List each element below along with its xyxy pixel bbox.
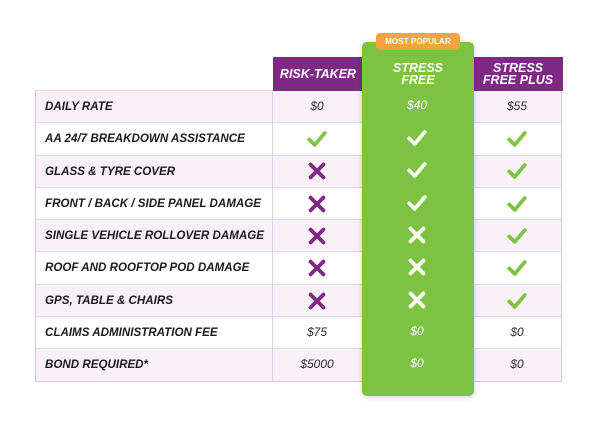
cell-icon <box>472 123 562 154</box>
cell-icon <box>472 220 562 251</box>
column-header-label: RISK-TAKER <box>279 67 357 81</box>
table-row: GPS, TABLE & CHAIRS <box>35 283 562 317</box>
cell-icon <box>365 122 469 153</box>
cross-icon <box>306 193 328 215</box>
column-header-label: FREE <box>401 73 435 87</box>
check-icon <box>406 127 428 149</box>
most-popular-badge: MOST POPULAR <box>376 33 460 50</box>
table-row: SINGLE VEHICLE ROLLOVER DAMAGE <box>35 219 562 252</box>
cell-value: $55 <box>506 99 528 113</box>
cross-icon <box>406 256 428 278</box>
cell-icon <box>272 123 362 154</box>
cell-icon <box>365 251 469 282</box>
cross-icon <box>306 257 328 279</box>
row-label: DAILY RATE <box>45 100 113 113</box>
check-icon <box>506 290 528 312</box>
highlight-row <box>35 219 562 251</box>
cell-icon <box>472 285 562 316</box>
cross-icon <box>406 224 428 246</box>
cell-value: $0 <box>310 99 324 113</box>
cell-icon <box>472 156 562 187</box>
check-icon <box>406 192 428 214</box>
cell-value: $0 <box>410 356 424 371</box>
cell-icon <box>472 252 562 283</box>
row-label: SINGLE VEHICLE ROLLOVER DAMAGE <box>45 229 265 243</box>
check-icon <box>506 128 528 150</box>
table-row: CLAIMS ADMINISTRATION FEE $75 $0 <box>35 316 562 348</box>
highlight-row <box>35 251 562 283</box>
cell-value: $0 <box>510 325 524 340</box>
check-icon <box>506 225 528 247</box>
check-icon <box>306 128 328 150</box>
cell-icon <box>272 220 362 251</box>
row-label: GPS, TABLE & CHAIRS <box>45 293 173 307</box>
table-body: DAILY RATE $0 $55 AA 24/7 BREAKDOWN ASSISTA… <box>35 90 562 381</box>
cross-icon <box>306 290 328 312</box>
check-icon <box>506 257 528 279</box>
highlight-cells: $40 $0 $0 <box>35 90 562 381</box>
column-header-label: STRESS <box>392 61 443 75</box>
cell-icon <box>272 156 362 187</box>
column-header-label: STRESS <box>492 61 543 75</box>
cross-icon <box>406 289 428 311</box>
highlight-row: $40 <box>35 90 562 122</box>
cell-icon <box>272 188 362 219</box>
check-icon <box>406 159 428 181</box>
highlight-row <box>35 187 562 219</box>
row-label: BOND REQUIRED* <box>45 358 149 372</box>
table-row: FRONT / BACK / SIDE PANEL DAMAGE <box>35 186 562 219</box>
highlight-row: $0 <box>35 348 562 380</box>
highlight-row: $0 <box>35 316 562 348</box>
table-row: ROOF AND ROOFTOP POD DAMAGE <box>35 251 562 283</box>
row-label: CLAIMS ADMINISTRATION FEE <box>45 326 218 340</box>
cross-icon <box>306 160 328 182</box>
check-icon <box>506 160 528 182</box>
cell-icon <box>272 285 362 316</box>
table-row: AA 24/7 BREAKDOWN ASSISTANCE <box>35 122 562 154</box>
cell-icon <box>365 284 469 315</box>
cell-icon <box>365 187 469 218</box>
row-label: FRONT / BACK / SIDE PANEL DAMAGE <box>45 196 261 210</box>
row-label: GLASS & TYRE COVER <box>45 164 176 178</box>
column-header-stress-free-plus: STRESS FREE PLUS <box>473 57 563 91</box>
highlight-row <box>35 122 562 154</box>
table-row: BOND REQUIRED* $5000 $0 <box>35 348 562 381</box>
cell-value: $75 <box>306 325 328 340</box>
column-header-risk-taker: RISK-TAKER <box>273 57 363 91</box>
column-header-stress-free: STRESS FREE <box>362 57 474 91</box>
cell-value: $5000 <box>300 357 334 372</box>
cell-value: $40 <box>406 98 428 112</box>
row-label: AA 24/7 BREAKDOWN ASSISTANCE <box>45 132 245 146</box>
cell-icon <box>272 252 362 283</box>
cell-value: $0 <box>410 324 424 339</box>
cell-icon <box>365 155 469 186</box>
highlight-row <box>35 284 562 316</box>
table-row: GLASS & TYRE COVER <box>35 154 562 187</box>
highlight-row <box>35 155 562 187</box>
column-divider <box>272 90 273 382</box>
cell-icon <box>365 219 469 250</box>
column-header-label: FREE PLUS <box>482 73 554 87</box>
cell-value: $0 <box>510 357 524 372</box>
cell-icon <box>472 188 562 219</box>
check-icon <box>506 193 528 215</box>
row-label: ROOF AND ROOFTOP POD DAMAGE <box>45 261 250 275</box>
cross-icon <box>306 225 328 247</box>
highlighted-column <box>362 42 474 396</box>
